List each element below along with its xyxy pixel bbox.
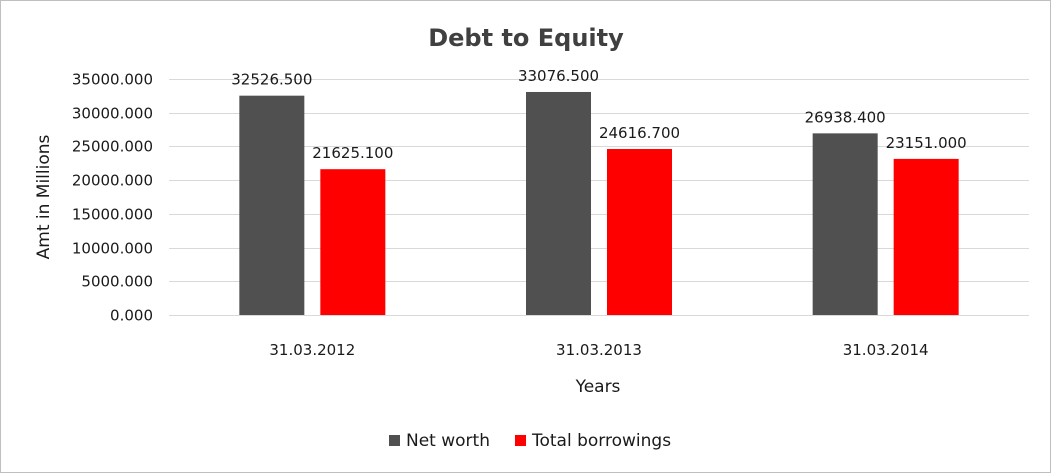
data-label: 32526.500 <box>231 71 312 89</box>
y-tick-label: 25000.000 <box>72 138 153 156</box>
x-tick-label: 31.03.2012 <box>269 341 355 359</box>
bar-net-worth <box>812 133 878 315</box>
x-axis-title: Years <box>575 377 621 397</box>
bar-total-borrowings <box>893 158 959 315</box>
bar-total-borrowings <box>320 169 386 315</box>
legend-label-total-borrowings: Total borrowings <box>531 431 671 451</box>
data-label: 26938.400 <box>805 108 886 126</box>
data-label: 23151.000 <box>886 134 967 152</box>
bar-total-borrowings <box>607 149 672 315</box>
y-tick-label: 35000.000 <box>72 71 153 89</box>
chart-title: Debt to Equity <box>428 24 624 52</box>
legend-swatch-total-borrowings <box>515 435 526 446</box>
data-label: 21625.100 <box>312 144 393 162</box>
y-tick-label: 30000.000 <box>72 105 153 123</box>
data-label: 33076.500 <box>518 67 599 85</box>
y-tick-label: 10000.000 <box>72 240 153 258</box>
data-label: 24616.700 <box>599 124 680 142</box>
y-tick-label: 5000.000 <box>81 273 153 291</box>
bar-net-worth <box>239 95 305 315</box>
legend-swatch-net-worth <box>389 435 400 446</box>
y-tick-label: 0.000 <box>110 307 153 325</box>
x-tick-label: 31.03.2013 <box>556 341 642 359</box>
y-tick-label: 15000.000 <box>72 206 153 224</box>
bars <box>239 91 959 316</box>
bar-net-worth <box>526 91 591 316</box>
legend-label-net-worth: Net worth <box>406 431 490 451</box>
y-axis-title: Amt in Millions <box>34 134 54 259</box>
y-tick-label: 20000.000 <box>72 172 153 190</box>
legend: Net worth Total borrowings <box>389 431 671 451</box>
x-axis-ticks: 31.03.2012 31.03.2013 31.03.2014 <box>269 341 928 359</box>
x-tick-label: 31.03.2014 <box>843 341 929 359</box>
y-axis-ticks: 0.000 5000.000 10000.000 15000.000 20000.000… <box>72 71 153 325</box>
data-labels: 32526.500 21625.100 33076.500 24616.700 2693… <box>231 67 966 162</box>
gridlines <box>169 79 1029 316</box>
